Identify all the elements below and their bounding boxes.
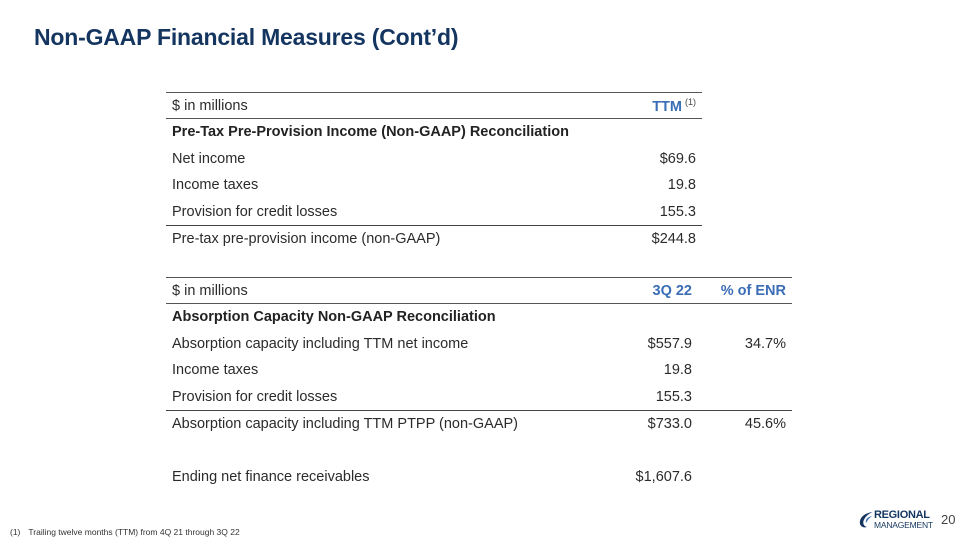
ttm-column-header: TTM (1) (580, 92, 702, 119)
total-value: $244.8 (580, 225, 702, 253)
total-pct: 45.6% (698, 410, 792, 438)
footnote: (1) Trailing twelve months (TTM) from 4Q … (10, 527, 240, 537)
row-label: Income taxes (172, 177, 259, 194)
table-header: $ in millions TTM (1) (166, 92, 702, 119)
footnote-marker: (1) (685, 96, 696, 107)
total-label: Pre-tax pre-provision income (non-GAAP) (166, 225, 580, 253)
logo-line-1: REGIONAL (874, 509, 930, 521)
section-heading-row: Absorption Capacity Non-GAAP Reconciliat… (166, 304, 792, 331)
quarter-column-header: 3Q 22 (596, 277, 698, 304)
row-pct: 34.7% (744, 335, 786, 352)
row-value: 19.8 (663, 362, 692, 379)
row-label: Provision for credit losses (172, 388, 338, 405)
company-logo: REGIONAL MANAGEMENT (858, 509, 938, 531)
table-row: Net income $69.6 (166, 146, 702, 173)
row-pct (698, 357, 792, 384)
pct-enr-column-header: % of ENR (698, 277, 792, 304)
swoosh-icon (859, 512, 873, 528)
row-label: Income taxes (172, 362, 259, 379)
footnote-text: Trailing twelve months (TTM) from 4Q 21 … (28, 527, 240, 537)
row-value: $557.9 (647, 335, 692, 352)
absorption-table: $ in millions 3Q 22 % of ENR Absorption … (166, 277, 792, 490)
enr-row: Ending net finance receivables $1,607.6 (166, 464, 792, 491)
row-label: Provision for credit losses (172, 203, 338, 220)
table-row: Provision for credit losses 155.3 (166, 199, 702, 226)
page-number: 20 (941, 512, 956, 527)
ttm-label: TTM (652, 98, 682, 115)
unit-label: $ in millions (166, 92, 580, 119)
row-value: 155.3 (659, 203, 696, 220)
table-row: Absorption capacity including TTM net in… (166, 331, 792, 358)
section-heading: Absorption Capacity Non-GAAP Reconciliat… (172, 309, 496, 326)
enr-value: $1,607.6 (635, 468, 692, 485)
row-value: 155.3 (655, 388, 692, 405)
section-heading: Pre-Tax Pre-Provision Income (Non-GAAP) … (172, 124, 569, 141)
total-value: $733.0 (596, 410, 698, 438)
row-pct (698, 384, 792, 411)
row-label: Net income (172, 150, 246, 167)
row-value: 19.8 (667, 177, 696, 194)
section-heading-row: Pre-Tax Pre-Provision Income (Non-GAAP) … (166, 119, 702, 146)
total-label: Absorption capacity including TTM PTPP (… (166, 410, 596, 438)
enr-label: Ending net finance receivables (172, 468, 370, 485)
total-row: Absorption capacity including TTM PTPP (… (166, 410, 792, 438)
table-row: Provision for credit losses 155.3 (166, 384, 792, 411)
ptpp-table: $ in millions TTM (1) Pre-Tax Pre-Provisi… (166, 92, 702, 253)
row-value: $69.6 (659, 150, 696, 167)
spacer-row (166, 438, 792, 464)
table-row: Income taxes 19.8 (166, 172, 702, 199)
row-label: Absorption capacity including TTM net in… (172, 335, 469, 352)
table-row: Income taxes 19.8 (166, 357, 792, 384)
footnote-mark: (1) (10, 527, 21, 537)
page-title: Non-GAAP Financial Measures (Cont’d) (34, 24, 459, 50)
logo-line-2: MANAGEMENT (874, 520, 933, 530)
table-header: $ in millions 3Q 22 % of ENR (166, 277, 792, 304)
unit-label: $ in millions (166, 277, 596, 304)
total-row: Pre-tax pre-provision income (non-GAAP) … (166, 225, 702, 253)
